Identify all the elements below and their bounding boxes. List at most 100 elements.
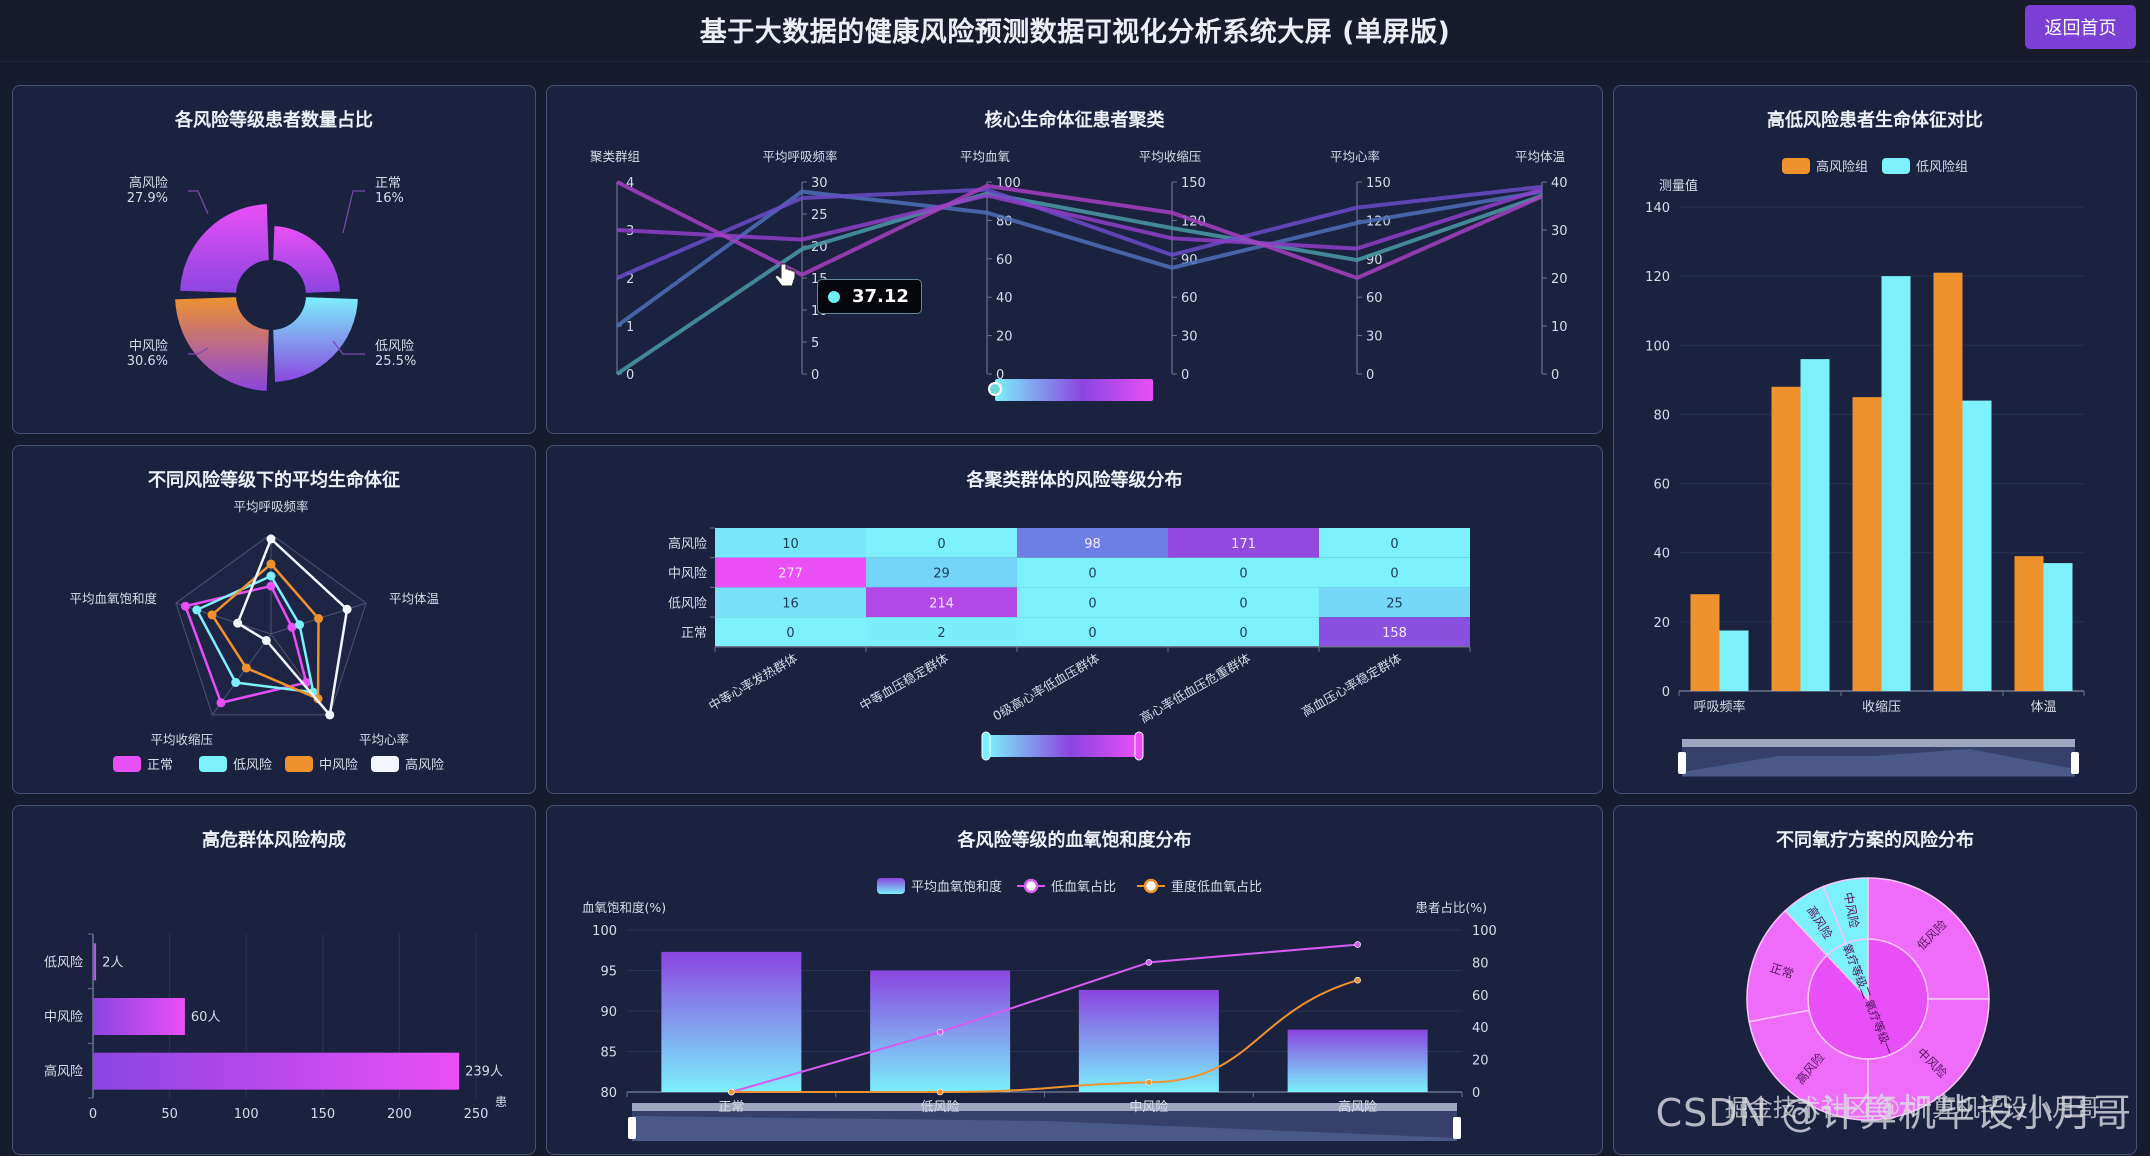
svg-text:20: 20 — [1653, 616, 1670, 631]
visual-map-handle-min[interactable] — [982, 732, 990, 760]
visual-map-bar[interactable] — [987, 735, 1139, 757]
legend-swatch[interactable] — [113, 756, 141, 772]
svg-text:0: 0 — [89, 1107, 97, 1122]
pie-label: 低风险 — [375, 339, 414, 354]
pie-slice-3[interactable] — [179, 203, 270, 294]
bar[interactable] — [1691, 594, 1720, 691]
pie-slice-0[interactable] — [272, 225, 341, 294]
header: 基于大数据的健康风险预测数据可视化分析系统大屏 (单屏版) 返回首页 — [0, 0, 2150, 62]
svg-text:60人: 60人 — [191, 1010, 221, 1025]
svg-text:低风险组: 低风险组 — [1916, 160, 1968, 175]
svg-text:高风险组: 高风险组 — [1816, 159, 1868, 175]
legend-swatch[interactable] — [1782, 158, 1810, 174]
svg-text:0: 0 — [1390, 567, 1398, 582]
legend-swatch[interactable] — [285, 756, 313, 772]
grouped-bar-chart[interactable]: 高风险组低风险组测量值020406080100120140呼吸频率收缩压体温 — [1614, 86, 2138, 795]
bar[interactable] — [1853, 397, 1882, 691]
visual-map-handle-max[interactable] — [1135, 732, 1143, 760]
svg-text:中风险: 中风险 — [319, 758, 358, 773]
svg-text:98: 98 — [1084, 537, 1101, 552]
svg-text:中等心率发热群体: 中等心率发热群体 — [706, 650, 801, 713]
data-zoom-bar[interactable] — [1682, 739, 2075, 747]
bar[interactable] — [1079, 990, 1219, 1092]
visual-map-handle[interactable] — [989, 383, 1001, 395]
svg-text:体温: 体温 — [2030, 700, 2056, 715]
svg-text:0: 0 — [937, 537, 945, 552]
svg-text:收缩压: 收缩压 — [1862, 699, 1901, 715]
bar[interactable] — [1720, 631, 1749, 692]
svg-text:聚类群组: 聚类群组 — [590, 149, 640, 164]
svg-text:低血氧占比: 低血氧占比 — [1051, 880, 1116, 895]
bar[interactable] — [1934, 273, 1963, 691]
svg-text:80: 80 — [1472, 956, 1489, 971]
svg-text:60: 60 — [996, 253, 1013, 268]
home-button[interactable]: 返回首页 — [2025, 5, 2136, 49]
bar[interactable] — [1882, 276, 1911, 691]
pie-slice-1[interactable] — [272, 296, 359, 383]
bar[interactable] — [1772, 387, 1801, 691]
svg-text:中风险: 中风险 — [44, 1010, 83, 1025]
bar[interactable] — [2015, 556, 2044, 691]
svg-text:平均体温: 平均体温 — [1515, 149, 1566, 164]
bar[interactable] — [2044, 563, 2073, 691]
svg-text:171: 171 — [1231, 537, 1256, 552]
svg-text:85: 85 — [600, 1046, 617, 1061]
bar[interactable] — [93, 943, 96, 980]
bar[interactable] — [1801, 359, 1830, 691]
tooltip-dot-icon — [828, 291, 840, 303]
svg-text:10: 10 — [1551, 320, 1568, 335]
svg-text:25: 25 — [811, 208, 828, 223]
svg-text:平均血氧: 平均血氧 — [960, 149, 1011, 164]
data-zoom-handle-right[interactable] — [1453, 1117, 1461, 1139]
svg-text:200: 200 — [387, 1107, 412, 1122]
svg-text:0: 0 — [1239, 567, 1247, 582]
svg-text:30: 30 — [1551, 224, 1568, 239]
svg-text:患者占比(%): 患者占比(%) — [1415, 900, 1487, 915]
chart-tooltip: 37.12 — [817, 279, 922, 314]
parallel-chart[interactable]: 聚类群组01234平均呼吸频率051015202530平均血氧020406080… — [547, 86, 1604, 435]
bar[interactable] — [93, 998, 185, 1035]
legend-swatch[interactable] — [877, 878, 905, 894]
legend-swatch[interactable] — [371, 756, 399, 772]
pie-slice-2[interactable] — [174, 296, 270, 392]
svg-text:平均呼吸频率: 平均呼吸频率 — [762, 149, 837, 164]
svg-text:214: 214 — [929, 596, 954, 611]
svg-text:重度低血氧占比: 重度低血氧占比 — [1171, 879, 1262, 895]
svg-text:0: 0 — [1088, 596, 1096, 611]
data-zoom-handle-right[interactable] — [2071, 752, 2079, 774]
svg-text:正常: 正常 — [147, 758, 173, 773]
bar[interactable] — [1963, 401, 1992, 691]
svg-text:中风险: 中风险 — [1129, 1100, 1168, 1115]
pie-label: 高风险 — [129, 175, 168, 191]
bar[interactable] — [1288, 1030, 1428, 1092]
data-zoom-handle-left[interactable] — [628, 1117, 636, 1139]
data-zoom-bar[interactable] — [632, 1103, 1457, 1111]
svg-text:5: 5 — [811, 336, 819, 351]
svg-text:1: 1 — [626, 320, 634, 335]
bar[interactable] — [93, 1053, 459, 1090]
bar[interactable] — [661, 952, 801, 1092]
svg-text:低风险: 低风险 — [233, 758, 272, 773]
pie-value: 16% — [375, 191, 404, 206]
bar-line-combo-chart[interactable]: 平均血氧饱和度低血氧占比重度低血氧占比血氧饱和度(%)患者占比(%)808590… — [547, 806, 1604, 1156]
page-title: 基于大数据的健康风险预测数据可视化分析系统大屏 (单屏版) — [0, 10, 2150, 49]
legend-marker[interactable] — [1025, 880, 1037, 892]
pie-label: 中风险 — [129, 339, 168, 354]
visual-map-bar[interactable] — [995, 379, 1153, 401]
svg-text:60: 60 — [1181, 291, 1198, 306]
svg-text:低风险: 低风险 — [668, 596, 707, 611]
svg-text:80: 80 — [1653, 408, 1670, 423]
svg-text:2人: 2人 — [102, 955, 123, 970]
legend-swatch[interactable] — [199, 756, 227, 772]
legend-marker[interactable] — [1145, 880, 1157, 892]
radar-chart[interactable]: 平均呼吸频率平均体温平均心率平均收缩压平均血氧饱和度正常低风险中风险高风险 — [13, 446, 537, 795]
svg-text:250: 250 — [464, 1107, 489, 1122]
data-zoom-handle-left[interactable] — [1678, 752, 1686, 774]
legend-swatch[interactable] — [1882, 158, 1910, 174]
